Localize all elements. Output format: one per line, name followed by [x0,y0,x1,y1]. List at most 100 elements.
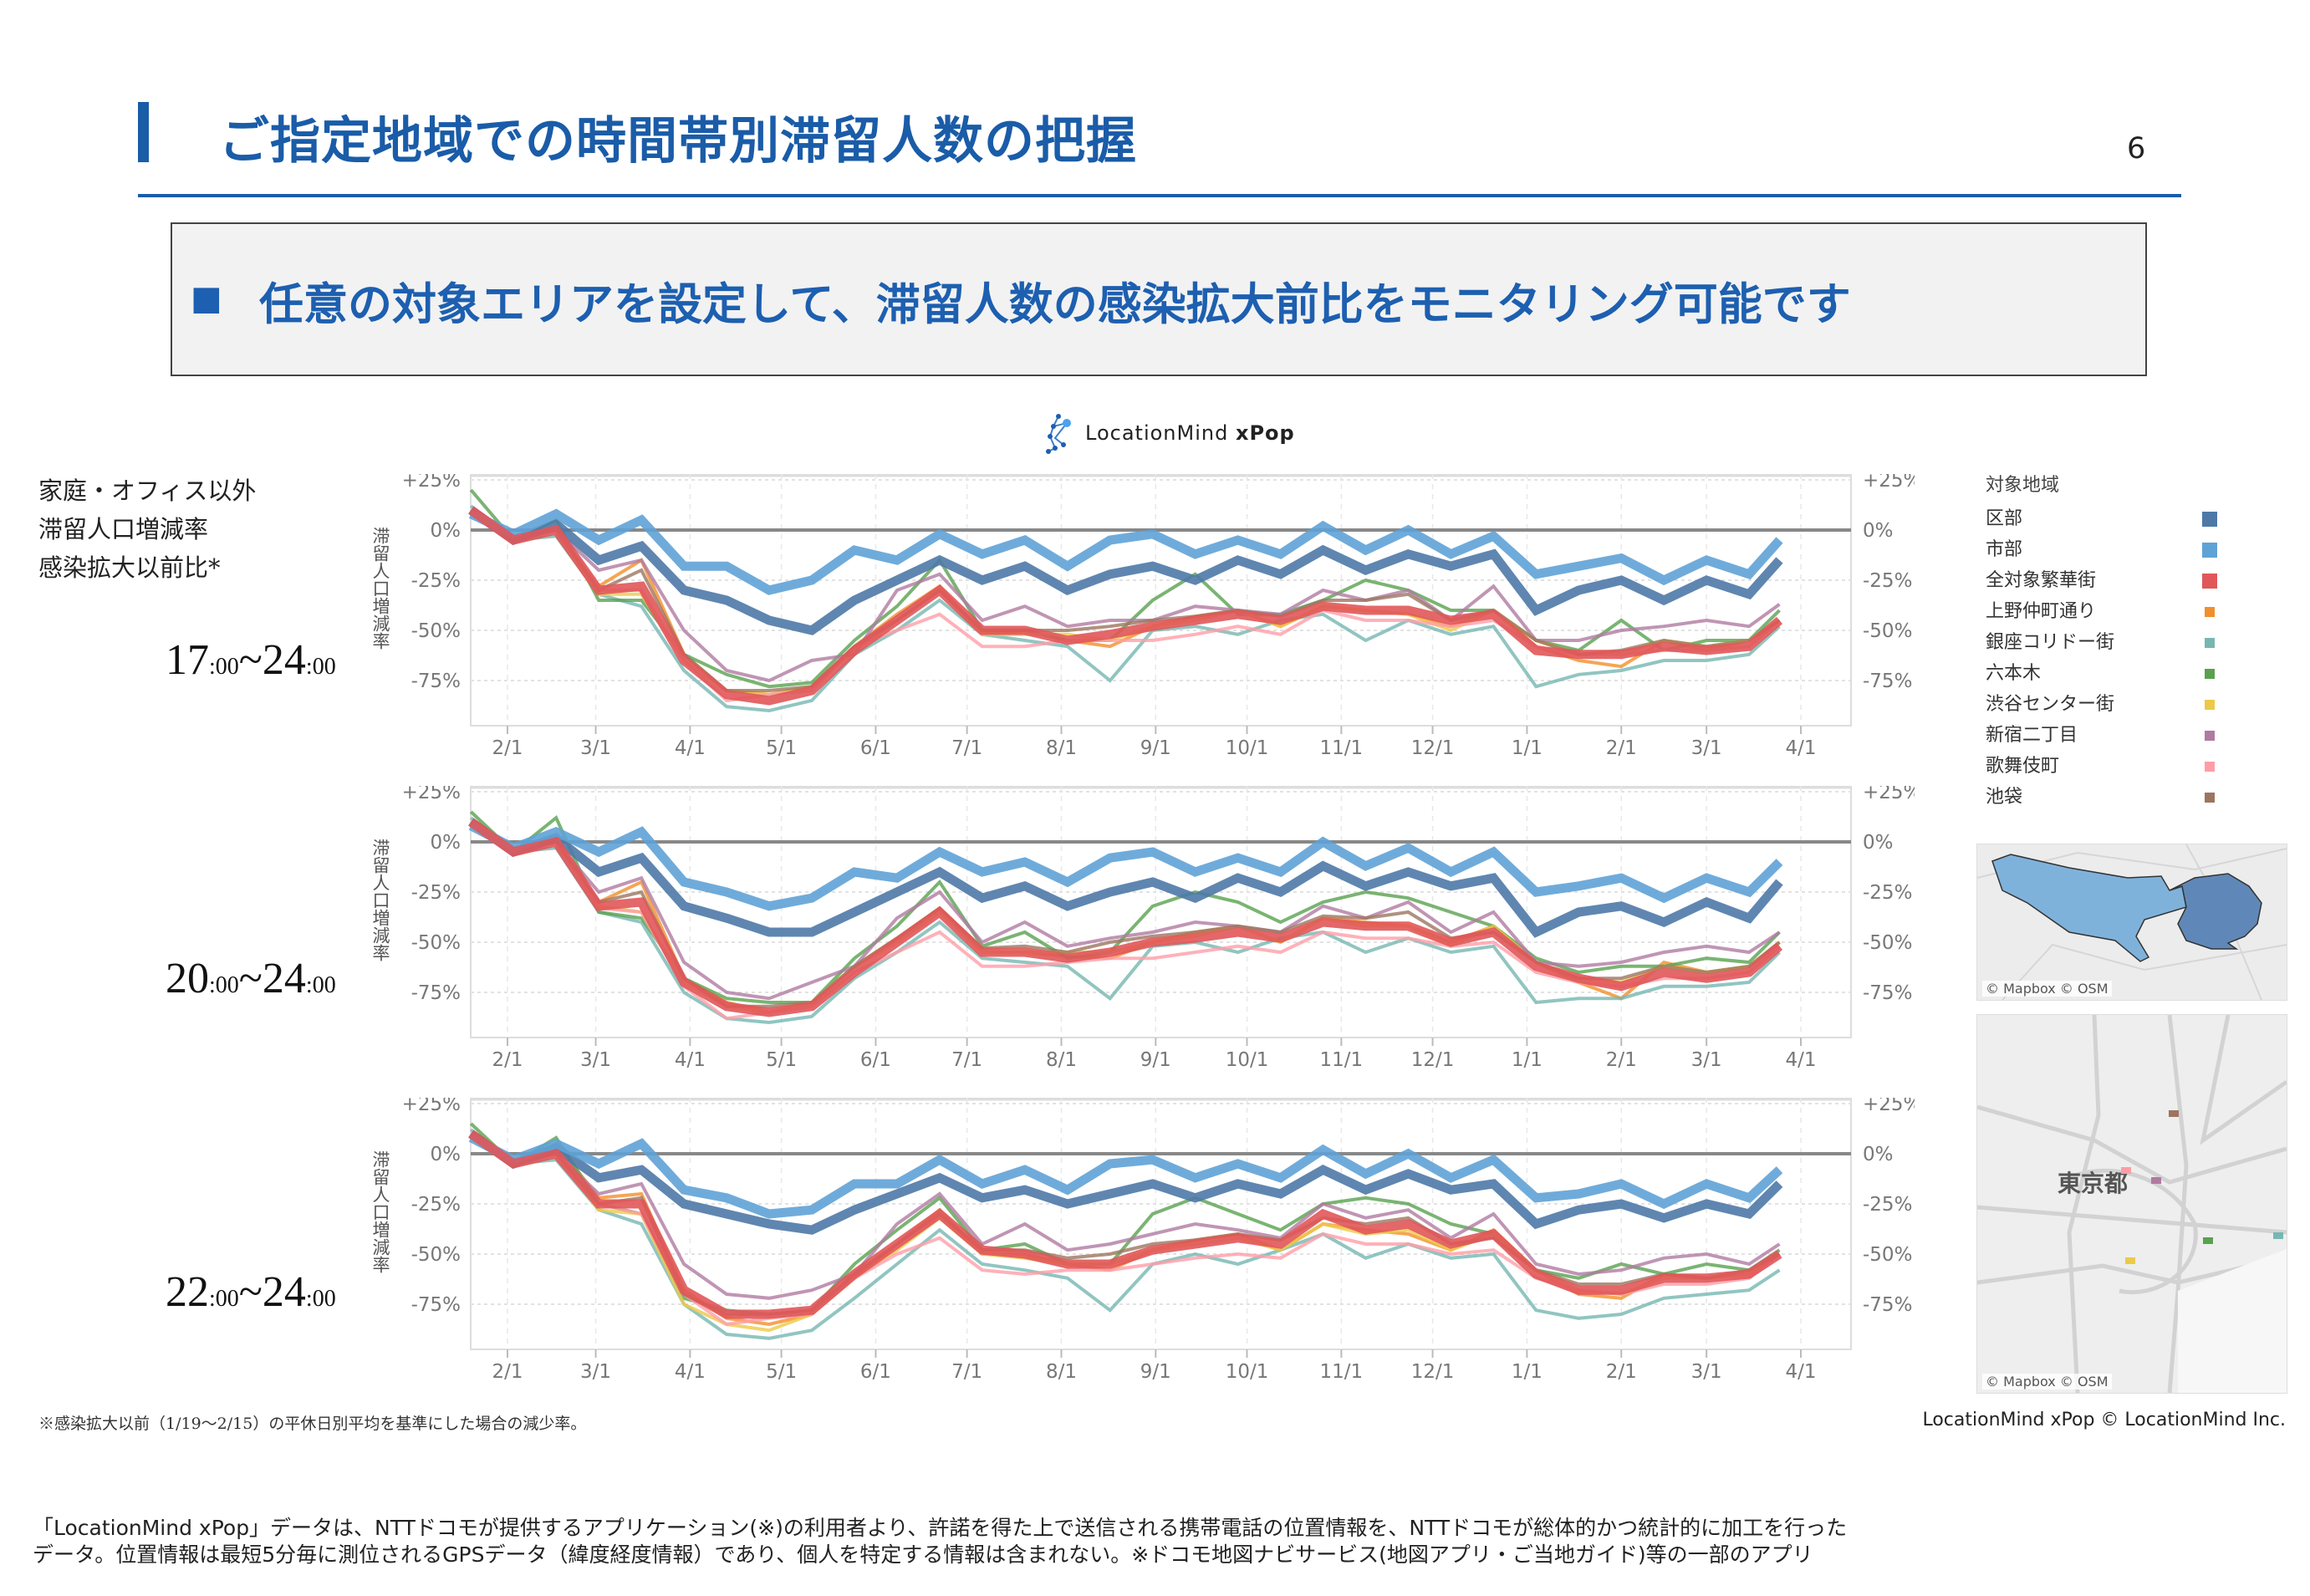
legend-item[interactable]: 全対象繁華街 [1986,565,2228,596]
y-tick-label-right: 0% [1863,1144,1894,1165]
x-tick-label: 5/1 [766,1361,797,1383]
chart-17-24: 2/1 3/1 4/1 5/1 6/1 7/1 8/1 9/1 10/1 11/1 12/1 1/1 2… [402,474,1915,759]
x-tick-label: 4/1 [1785,1361,1816,1383]
series-line-銀座コリドー街 [470,816,1781,1025]
time-label-part: 20 [166,955,209,1002]
x-tick-label: 12/1 [1411,1361,1455,1383]
x-tick-label: 1/1 [1512,737,1543,759]
logo-suffix: xPop [1235,421,1295,445]
x-tick-label: 3/1 [580,1361,611,1383]
series-line-区部 [468,1129,1783,1235]
area-marker[interactable] [2120,1167,2131,1174]
time-range-label: 22:00~24:00 [166,1267,336,1317]
x-tick-label: 5/1 [766,737,797,759]
legend-item[interactable]: 六本木 [1986,658,2228,689]
x-tick-label: 10/1 [1226,737,1269,759]
area-marker[interactable] [2151,1177,2161,1184]
y-tick-label-left: -25% [411,882,461,904]
legend-item[interactable]: 上野仲町通り [1986,596,2228,627]
side-label-line: 感染拡大以前比* [38,553,221,582]
y-tick-label-left: 0% [431,832,461,854]
y-tick-label-right: -50% [1863,620,1912,642]
legend-item[interactable]: 歌舞伎町 [1986,751,2228,782]
logo-name: LocationMind [1085,421,1229,445]
x-tick-label: 5/1 [766,1049,797,1071]
legend-label: 六本木 [1986,663,2042,684]
area-marker[interactable] [2124,1257,2135,1264]
legend-item[interactable]: 市部 [1986,534,2228,565]
time-label-part: 24 [262,955,306,1002]
series-line-新宿二丁目 [470,1132,1781,1300]
x-tick-label: 2/1 [1606,737,1637,759]
series-line-市部 [468,508,1783,595]
y-tick-label-right: -25% [1863,882,1912,904]
y-tick-label-left: -75% [411,982,461,1004]
x-tick-label: 11/1 [1320,1049,1364,1071]
legend-item[interactable]: 区部 [1986,503,2228,534]
time-label-part: 24 [262,1268,306,1316]
time-label-part: :00 [209,654,239,680]
x-tick-label: 9/1 [1140,737,1171,759]
time-label-part: :00 [209,972,239,998]
x-tick-label: 4/1 [675,737,706,759]
legend-item[interactable]: 新宿二丁目 [1986,720,2228,751]
x-tick-label: 12/1 [1411,1049,1455,1071]
x-tick-label: 4/1 [1785,737,1816,759]
legend-title: 対象地域 [1986,475,2060,496]
legend-label: 渋谷センター街 [1986,694,2115,715]
x-tick-label: 11/1 [1320,1361,1364,1383]
y-tick-label-left: +25% [402,1098,461,1115]
time-label-part: :00 [305,654,336,680]
side-label-line: 家庭・オフィス以外 [38,477,257,505]
x-tick-label: 3/1 [1691,1361,1722,1383]
region-map-shapes [1977,844,2287,1000]
legend-label: 銀座コリドー街 [1986,632,2115,653]
copyright: LocationMind xPop © LocationMind Inc. [1922,1410,2286,1430]
y-tick-label-right: 0% [1863,520,1894,542]
series-line-銀座コリドー街 [470,504,1781,713]
legend-swatch [2205,793,2215,803]
page-number: 6 [2127,132,2146,166]
plot-area [470,1098,1852,1350]
x-tick-label: 2/1 [1606,1361,1637,1383]
x-tick-label: 3/1 [580,737,611,759]
time-label-part: :00 [209,1286,239,1312]
legend-item[interactable]: 銀座コリドー街 [1986,627,2228,658]
series-line-市部 [468,821,1783,911]
time-label-part: ~ [238,955,263,1002]
time-label-part: 17 [166,636,209,684]
callout-box: ■ 任意の対象エリアを設定して、滞留人数の感染拡大前比をモニタリング可能です [171,222,2147,376]
area-marker[interactable] [2203,1237,2214,1244]
y-tick-label-left: -25% [411,1194,461,1216]
map-city-label: 東京都 [2058,1170,2129,1197]
network-logo-icon [1046,414,1071,454]
x-tick-label: 2/1 [492,1361,523,1383]
series-line-区部 [468,506,1783,635]
area-marker[interactable] [2272,1232,2283,1239]
legend-swatch [2205,669,2215,679]
series-line-新宿二丁目 [470,820,1781,1001]
legend-item[interactable]: 渋谷センター街 [1986,689,2228,720]
area-marker[interactable] [2168,1110,2179,1117]
legend-label: 上野仲町通り [1986,601,2097,622]
data-description-line: データ。位置情報は最短5分毎に測位されるGPSデータ（緯度経度情報）であり、個人… [33,1542,1813,1567]
x-tick-label: 8/1 [1046,737,1077,759]
legend-swatch [2205,638,2215,648]
y-tick-label-right: +25% [1863,1098,1915,1115]
locationmind-logo: LocationMind xPop [1045,410,1296,456]
legend-label: 歌舞伎町 [1986,756,2060,777]
y-tick-label-left: -50% [411,1244,461,1266]
x-tick-label: 4/1 [675,1049,706,1071]
x-tick-label: 12/1 [1411,737,1455,759]
y-axis-title: 滞留人口増減率 [370,527,390,650]
legend-swatch [2205,762,2215,772]
legend-item[interactable]: 池袋 [1986,782,2228,813]
map-attribution: © Mapbox © OSM [1982,1374,2112,1389]
x-tick-label: 6/1 [860,1049,891,1071]
side-label-line: 滞留人口増減率 [38,515,209,543]
footnote: ※感染拡大以前（1/19〜2/15）の平休日別平均を基準にした場合の減少率。 [38,1415,587,1433]
y-tick-label-right: -75% [1863,982,1912,1004]
y-tick-label-left: 0% [431,1144,461,1165]
logo-text: LocationMind xPop [1085,421,1295,445]
legend: 対象地域 区部 市部 全対象繁華街上野仲町通り 銀座コリドー街 六本木渋谷センター街新宿… [1986,470,2228,813]
